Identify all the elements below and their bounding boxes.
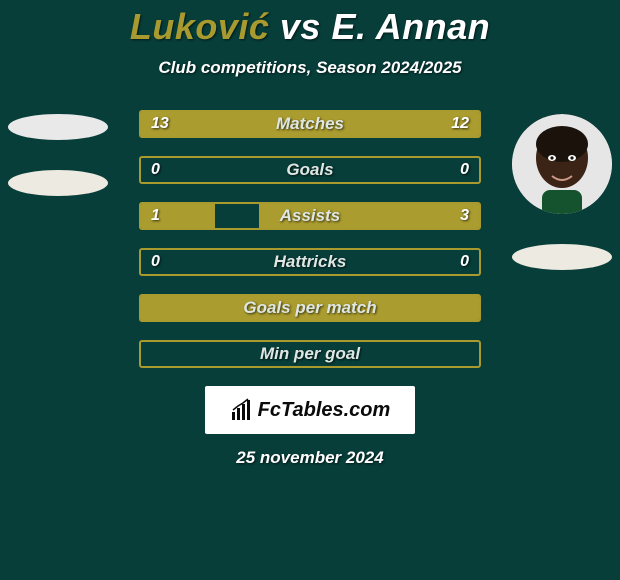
stat-bar-label: Hattricks [141, 250, 479, 274]
player-left-column [8, 114, 108, 196]
player-right-face-icon [512, 114, 612, 214]
page-title: Luković vs E. Annan [130, 6, 490, 48]
logo-text: FcTables.com [258, 399, 391, 422]
date-text: 25 november 2024 [236, 448, 383, 468]
stat-bar-value-left: 13 [141, 112, 179, 136]
stat-bar-label: Min per goal [141, 342, 479, 366]
stat-bar-value-left: 0 [141, 158, 170, 182]
stat-bar: Matches13 12 [139, 110, 481, 138]
main-area: Matches1312Goals00Assists13Hattricks00Go… [0, 110, 620, 368]
stat-bar-label: Goals per match [141, 296, 479, 320]
stat-bar: Goals0 0 [139, 156, 481, 184]
stat-bar-value-left: 1 [141, 204, 170, 228]
player-left-badge [8, 170, 108, 196]
title-player2: E. Annan [331, 6, 490, 47]
stat-bar: Hattricks0 0 [139, 248, 481, 276]
title-player1: Luković [130, 6, 270, 47]
stat-bars: Matches1312Goals00Assists13Hattricks00Go… [139, 110, 481, 368]
stat-bar-label: Matches [141, 112, 479, 136]
stat-bar-value-right: 12 [441, 112, 479, 136]
stat-bar-label: Assists [141, 204, 479, 228]
stat-bar: Assists1 3 [139, 202, 481, 230]
logo-box: FcTables.com [205, 386, 415, 434]
title-vs: vs [280, 6, 321, 47]
subtitle: Club competitions, Season 2024/2025 [158, 58, 461, 78]
player-right-avatar [512, 114, 612, 214]
stat-bar-value-right: 3 [450, 204, 479, 228]
stat-bar-value-left: 0 [141, 250, 170, 274]
stat-bar: Min per goal [139, 340, 481, 368]
player-right-badge [512, 244, 612, 270]
stat-bar-value-right: 0 [450, 158, 479, 182]
comparison-card: Luković vs E. Annan Club competitions, S… [0, 0, 620, 580]
fctables-icon [230, 398, 254, 422]
player-right-column [512, 114, 612, 270]
stat-bar-label: Goals [141, 158, 479, 182]
player-left-avatar [8, 114, 108, 140]
stat-bar-value-right: 0 [450, 250, 479, 274]
stat-bar: Goals per match [139, 294, 481, 322]
